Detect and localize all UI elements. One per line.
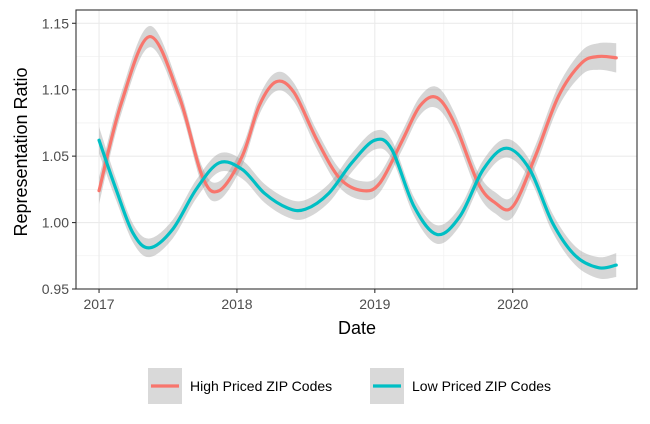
legend-label: High Priced ZIP Codes: [190, 378, 332, 394]
plot-panel: [76, 10, 637, 290]
y-axis-title: Representation Ratio: [11, 67, 31, 236]
x-tick-label: 2020: [497, 296, 528, 312]
y-tick-label: 1.00: [42, 215, 69, 231]
x-tick-label: 2017: [83, 296, 114, 312]
legend: High Priced ZIP Codes Low Priced ZIP Code…: [148, 368, 551, 404]
axes: 0.95 1.00 1.05 1.10 1.15 2017 2018 2019 2020: [42, 9, 638, 312]
panel-border: [75, 9, 638, 290]
legend-item: High Priced ZIP Codes: [148, 368, 332, 404]
y-tick-label: 1.05: [42, 148, 69, 164]
x-axis-title: Date: [338, 318, 376, 338]
legend-label: Low Priced ZIP Codes: [412, 378, 551, 394]
legend-item: Low Priced ZIP Codes: [370, 368, 551, 404]
series-line: [97, 34, 618, 212]
series-line: [97, 137, 618, 270]
confidence-band: [99, 25, 617, 221]
y-tick-label: 1.15: [42, 15, 69, 31]
y-tick-label: 1.10: [42, 82, 69, 98]
x-tick-label: 2018: [221, 296, 252, 312]
y-tick-label: 0.95: [42, 281, 69, 297]
x-tick-label: 2019: [359, 296, 390, 312]
